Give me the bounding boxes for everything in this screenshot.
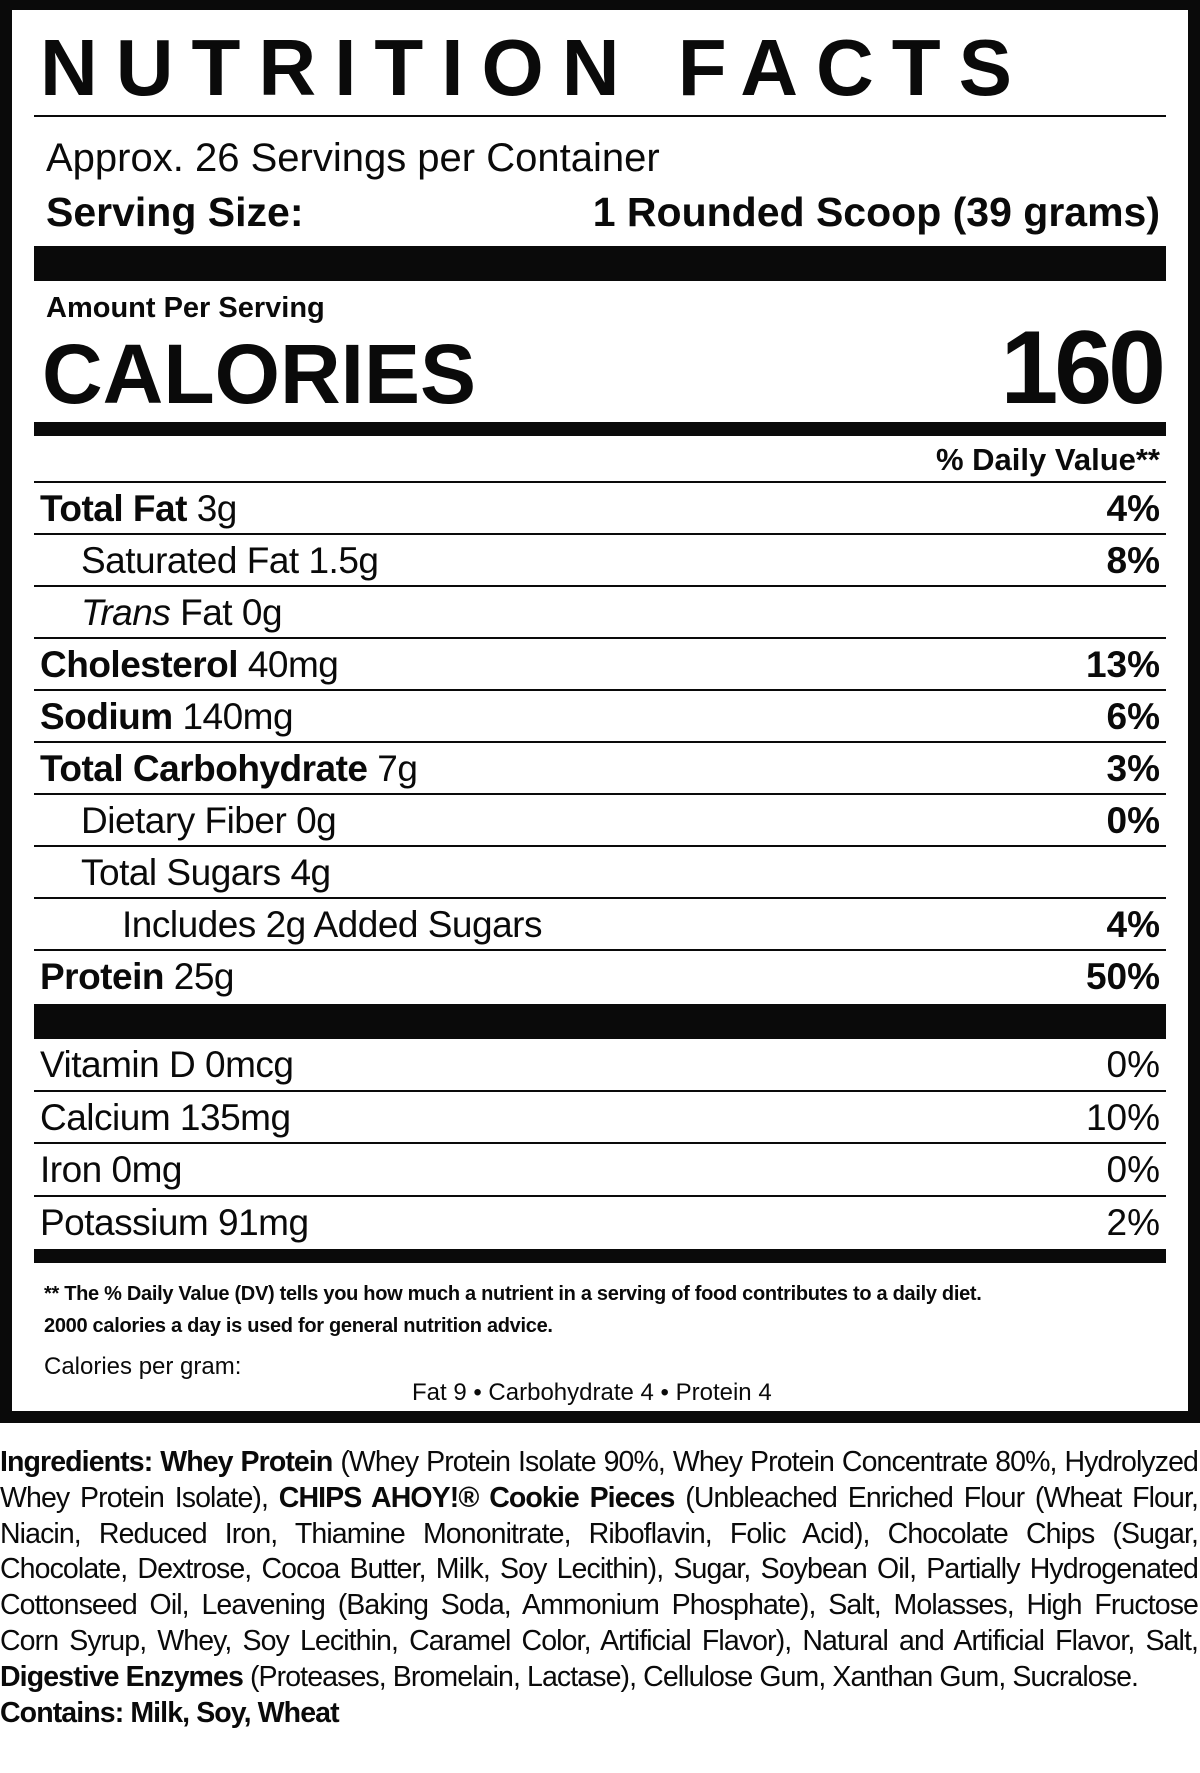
nutrient-name: Saturated Fat 1.5g bbox=[81, 535, 379, 586]
thick-divider bbox=[34, 1249, 1166, 1263]
nutrient-label: Total Sugars bbox=[81, 852, 281, 893]
nutrient-name: Cholesterol 40mg bbox=[40, 639, 339, 690]
nutrient-amount: 140mg bbox=[182, 696, 294, 737]
nutrient-daily-value: 6% bbox=[1106, 696, 1160, 737]
nutrient-label: Sodium bbox=[40, 696, 173, 737]
calories-per-gram-label: Calories per gram: bbox=[44, 1353, 242, 1380]
vitamin-name: Iron 0mg bbox=[40, 1149, 183, 1190]
thick-divider bbox=[34, 1004, 1166, 1039]
nutrient-row: Cholesterol 40mg 13% bbox=[34, 639, 1166, 691]
divider bbox=[34, 481, 1166, 483]
footnote-line-1: ** The % Daily Value (DV) tells you how … bbox=[44, 1283, 982, 1305]
vitamin-row: Iron 0mg 0% bbox=[34, 1144, 1166, 1197]
daily-value-header: % Daily Value** bbox=[935, 442, 1160, 477]
nutrient-amount: 40mg bbox=[247, 644, 339, 685]
thick-divider bbox=[34, 422, 1166, 436]
nutrient-row: Protein 25g 50% bbox=[34, 951, 1166, 1003]
ingredient-digestive-enzymes: Digestive Enzymes bbox=[0, 1660, 244, 1693]
nutrient-row: Sodium 140mg 6% bbox=[34, 691, 1166, 743]
ingredient-detail: (Whey Protein Isolate 90%, Whey Protein … bbox=[0, 1446, 1199, 1514]
vitamin-row: Calcium 135mg 10% bbox=[34, 1092, 1166, 1144]
nutrient-amount: 0g bbox=[241, 592, 283, 633]
nutrient-daily-value: 4% bbox=[1106, 904, 1160, 945]
nutrient-name: Protein 25g bbox=[40, 951, 234, 1002]
ingredient-detail: (Unbleached Enriched Flour (Wheat Flour,… bbox=[0, 1481, 1199, 1657]
nutrient-label: Includes 2g Added Sugars bbox=[122, 904, 543, 945]
vitamin-daily-value: 10% bbox=[1085, 1096, 1160, 1138]
amount-per-serving: Amount Per Serving bbox=[46, 292, 325, 324]
nutrient-row: Total Carbohydrate 7g 3% bbox=[34, 743, 1166, 795]
nutrient-name: Total Fat 3g bbox=[40, 483, 237, 534]
allergen-statement: Contains: Milk, Soy, Wheat bbox=[0, 1696, 340, 1729]
nutrient-name: Dietary Fiber 0g bbox=[81, 795, 337, 846]
nutrition-facts-panel: NUTRITION FACTS Approx. 26 Servings per … bbox=[0, 0, 1200, 1423]
nutrient-daily-value: 0% bbox=[1106, 800, 1160, 841]
ingredients-label: Ingredients: bbox=[0, 1446, 153, 1478]
footnote-line-2: 2000 calories a day is used for general … bbox=[44, 1315, 553, 1337]
divider bbox=[34, 115, 1166, 117]
nutrient-label: Dietary Fiber bbox=[81, 800, 287, 841]
nutrient-daily-value: 8% bbox=[1106, 540, 1160, 581]
nutrient-row: Dietary Fiber 0g 0% bbox=[34, 795, 1166, 847]
vitamin-daily-value: 0% bbox=[1106, 1044, 1160, 1085]
nutrient-name: Sodium 140mg bbox=[40, 691, 294, 742]
nutrient-daily-value: 50% bbox=[1085, 956, 1160, 997]
nutrient-label: Fat bbox=[180, 592, 233, 633]
vitamin-daily-value: 2% bbox=[1106, 1201, 1160, 1243]
nutrient-label: Cholesterol bbox=[40, 644, 239, 685]
nutrient-amount: 7g bbox=[377, 748, 418, 789]
vitamin-daily-value: 0% bbox=[1106, 1149, 1160, 1190]
nutrient-amount: 1.5g bbox=[308, 540, 379, 581]
nutrient-name: Total Carbohydrate 7g bbox=[40, 743, 418, 794]
vitamin-name: Potassium 91mg bbox=[40, 1201, 309, 1243]
calories-value: 160 bbox=[1000, 310, 1166, 426]
nutrient-row: Saturated Fat 1.5g 8% bbox=[34, 535, 1166, 587]
nutrient-row: Trans Fat 0g bbox=[34, 587, 1166, 639]
vitamin-row: Potassium 91mg 2% bbox=[34, 1197, 1166, 1248]
nutrient-name-italic: Trans bbox=[81, 592, 171, 633]
nutrient-amount: 3g bbox=[196, 488, 238, 529]
calories-per-gram-values: Fat 9 • Carbohydrate 4 • Protein 4 bbox=[412, 1379, 772, 1406]
serving-size-label: Serving Size: bbox=[46, 189, 304, 235]
nutrient-daily-value: 13% bbox=[1085, 644, 1160, 685]
thick-divider bbox=[34, 246, 1166, 281]
ingredients-text: Ingredients: Whey Protein (Whey Protein … bbox=[0, 1445, 1199, 1731]
nutrient-row: Total Fat 3g 4% bbox=[34, 483, 1166, 535]
nutrient-label: Total Carbohydrate bbox=[40, 748, 368, 789]
calories-label: CALORIES bbox=[42, 327, 477, 421]
nutrient-name: Total Sugars 4g bbox=[81, 847, 331, 898]
nutrient-amount: 25g bbox=[173, 956, 235, 997]
nutrient-row: Includes 2g Added Sugars 4% bbox=[34, 899, 1166, 951]
nutrient-label: Protein bbox=[40, 956, 164, 997]
vitamin-name: Calcium 135mg bbox=[40, 1096, 291, 1138]
nutrient-amount: 4g bbox=[290, 852, 331, 893]
ingredient-whey-protein: Whey Protein bbox=[160, 1446, 333, 1478]
nutrient-row: Total Sugars 4g bbox=[34, 847, 1166, 899]
nutrient-label: Saturated Fat bbox=[81, 540, 299, 581]
nutrient-name: Trans Fat 0g bbox=[81, 587, 283, 638]
nutrient-name: Includes 2g Added Sugars bbox=[122, 899, 543, 950]
nutrient-daily-value: 3% bbox=[1106, 748, 1160, 789]
serving-size-value: 1 Rounded Scoop (39 grams) bbox=[592, 189, 1160, 235]
servings-per-container: Approx. 26 Servings per Container bbox=[46, 136, 660, 180]
nutrient-daily-value: 4% bbox=[1106, 488, 1160, 529]
ingredient-cookie-pieces: CHIPS AHOY!® Cookie Pieces bbox=[278, 1481, 676, 1514]
ingredient-detail: (Proteases, Bromelain, Lactase), Cellulo… bbox=[249, 1660, 1139, 1693]
vitamin-row: Vitamin D 0mcg 0% bbox=[34, 1039, 1166, 1092]
panel-title: NUTRITION FACTS bbox=[40, 23, 1030, 112]
vitamin-name: Vitamin D 0mcg bbox=[40, 1044, 294, 1085]
nutrient-amount: 0g bbox=[296, 800, 337, 841]
nutrient-label: Total Fat bbox=[40, 488, 187, 529]
